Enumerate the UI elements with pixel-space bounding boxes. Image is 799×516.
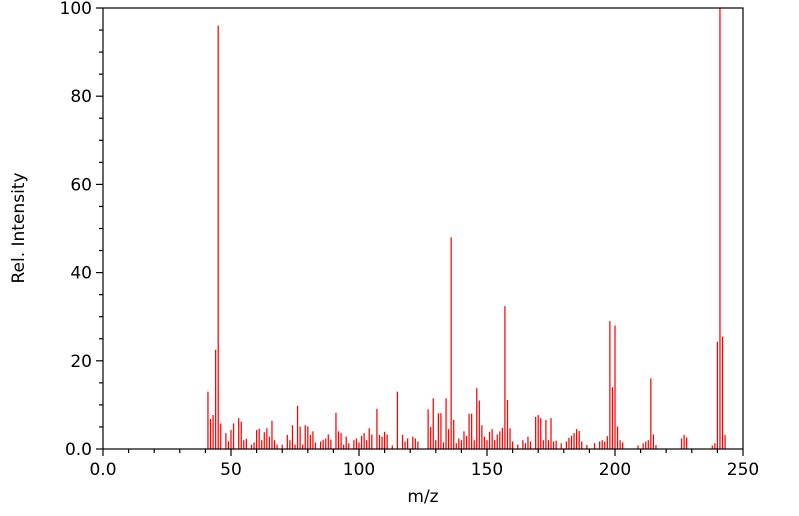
x-tick-label: 100 [343,460,375,480]
x-tick-label: 0.0 [89,460,116,480]
x-tick-label: 200 [599,460,631,480]
spectrum-bars [207,8,726,449]
x-tick-label: 50 [220,460,242,480]
x-axis-title: m/z [407,487,438,507]
y-axis-title: Rel. Intensity [9,172,29,283]
x-tick-label: 150 [471,460,503,480]
x-tick-label: 250 [727,460,759,480]
y-tick-label: 60 [70,175,92,195]
y-tick-label: 20 [70,352,92,372]
y-tick-label: 40 [70,264,92,284]
axis-ticks [96,7,744,456]
y-tick-label: 80 [70,87,92,107]
axis-tick-labels: 0.0 50 100 150 200 250 0.0 20 40 60 80 100 [60,0,760,480]
y-tick-label: 0.0 [65,440,92,460]
y-tick-label: 100 [60,0,92,19]
plot-frame [102,7,744,450]
